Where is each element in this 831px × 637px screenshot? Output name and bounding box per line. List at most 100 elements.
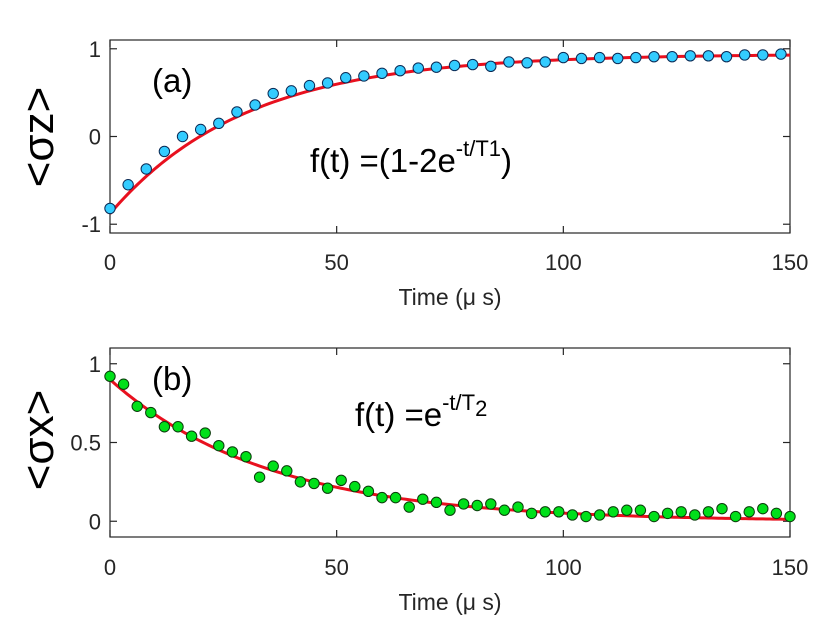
panel-b-data-point	[321, 482, 334, 494]
panel-a-ytick-label: 0	[89, 125, 101, 150]
panel-a-ticks: 0 50 100 150-101	[81, 37, 808, 275]
panel-b-xlabel: Time (μ s)	[398, 589, 501, 615]
panel-b-data-point	[525, 507, 538, 520]
panel-b-xtick-label: 0	[104, 555, 116, 580]
panel-a-xtick-label: 100	[545, 250, 582, 275]
panel-a-formula-prefix: f(t) =(1-2e	[310, 142, 456, 179]
panel-b-ticks: 0 50 100 150 0 0.5 1	[70, 348, 808, 580]
panel-b-data-point	[362, 485, 375, 498]
panel-b-data-point	[593, 509, 606, 521]
panel-a-data-point	[702, 50, 715, 62]
panel-b-points	[104, 370, 796, 523]
panel-b-data-point	[172, 421, 184, 433]
panel-b-data-point	[417, 493, 429, 505]
panel-a-formula: f(t) =(1-2e-t/T1)	[310, 136, 512, 179]
panel-a-data-point	[430, 61, 443, 73]
panel-a-data-point	[557, 51, 570, 64]
panel-a-data-point	[376, 67, 388, 80]
panel-a-data-point	[104, 202, 116, 215]
panel-a-ylabel: <σz>	[14, 87, 63, 188]
panel-b-data-point	[403, 501, 415, 513]
panel-b-data-point	[512, 501, 524, 513]
panel-a-data-point	[122, 179, 134, 191]
panel-a-data-point	[448, 59, 461, 72]
panel-a-data-point	[285, 85, 298, 97]
panel-a-data-point	[194, 123, 207, 136]
panel-b-data-point	[757, 502, 769, 515]
panel-a-data-point	[593, 51, 606, 64]
panel-b-data-point	[539, 506, 551, 518]
panel-b-ylabel: <σx>	[14, 390, 63, 491]
panel-b-data-point	[607, 506, 619, 518]
panel-b-data-point	[457, 498, 470, 510]
panel-b-data-point	[743, 506, 755, 518]
panel-a-data-point	[757, 49, 769, 61]
panel-a-data-point	[358, 70, 370, 82]
panel-a-data-point	[485, 60, 497, 73]
panel-a-data-point	[612, 52, 624, 65]
panel-b-xtick-label: 50	[324, 555, 348, 580]
panel-a-axes-box	[109, 39, 791, 234]
panel-b-data-point	[702, 506, 715, 518]
panel-b-data-point	[389, 491, 402, 504]
panel-a-data-point	[213, 117, 225, 130]
panel-a-data-point	[412, 62, 424, 74]
panel-b-data-point	[349, 480, 361, 493]
panel-b-data-point	[117, 378, 130, 390]
panel-a-data-point	[684, 50, 696, 62]
panel-b-data-point	[267, 460, 279, 472]
panel-b-data-point	[770, 507, 783, 520]
panel-a-xtick-label: 150	[772, 250, 809, 275]
panel-a-xtick-label: 0	[104, 250, 116, 275]
panel-b-formula-prefix: f(t) =e	[355, 396, 442, 433]
panel-b-data-point	[335, 474, 347, 486]
panel-b-data-point	[376, 491, 388, 504]
panel-a-data-point	[140, 163, 152, 175]
panel-b-formula-sup: -t/T	[442, 390, 475, 415]
panel-b-data-point	[485, 498, 497, 510]
panel-b-data-point	[185, 430, 198, 442]
panel-a-data-point	[775, 48, 787, 60]
panel-a-data-point	[158, 145, 171, 158]
panel-a-points	[104, 48, 787, 215]
panel-b-data-point	[675, 506, 687, 518]
panel-a-formula-sup: -t/T	[456, 136, 489, 161]
panel-a-data-point	[303, 79, 316, 92]
panel-b-data-point	[444, 504, 456, 516]
panel-b: 0 50 100 150 0 0.5 1 (b) f(t) =e-t/T2 <σx> Tim…	[14, 347, 808, 615]
panel-b-data-point	[199, 427, 211, 439]
panel-a-xtick-label: 50	[324, 250, 348, 275]
panel-a-data-point	[630, 51, 642, 64]
panel-a-data-point	[394, 65, 406, 77]
panel-b-data-point	[253, 471, 266, 483]
panel-a-label: (a)	[152, 62, 192, 99]
panel-b-formula: f(t) =e-t/T2	[355, 390, 487, 433]
panel-b-ytick-label: 1	[89, 352, 101, 377]
panel-b-data-point	[430, 496, 443, 509]
panel-a-data-point	[539, 56, 551, 68]
panel-a-data-point	[648, 50, 660, 63]
panel-a-ytick-label: -1	[81, 212, 101, 237]
panel-a-data-point	[231, 106, 243, 118]
panel-b-xtick-label: 150	[772, 555, 809, 580]
panel-b-data-point	[104, 370, 116, 383]
panel-b-data-point	[716, 502, 728, 515]
panel-a-data-point	[267, 87, 279, 100]
panel-b-data-point	[553, 506, 565, 518]
panel-b-data-point	[689, 509, 701, 521]
panel-a-data-point	[176, 130, 189, 143]
panel-b-data-point	[784, 510, 796, 523]
panel-b-data-point	[661, 507, 674, 520]
panel-b-label: (b)	[152, 360, 192, 397]
panel-b-data-point	[729, 510, 742, 523]
panel-a-data-point	[575, 52, 588, 65]
panel-a-data-point	[720, 50, 733, 63]
panel-a-xlabel: Time (μ s)	[398, 284, 501, 310]
panel-b-data-point	[213, 439, 225, 452]
panel-a-data-point	[521, 57, 533, 69]
panel-b-data-point	[634, 504, 647, 516]
panel-a-formula-sub: 1	[489, 136, 501, 161]
panel-b-formula-sub: 2	[475, 396, 487, 421]
panel-a-data-point	[249, 99, 261, 111]
